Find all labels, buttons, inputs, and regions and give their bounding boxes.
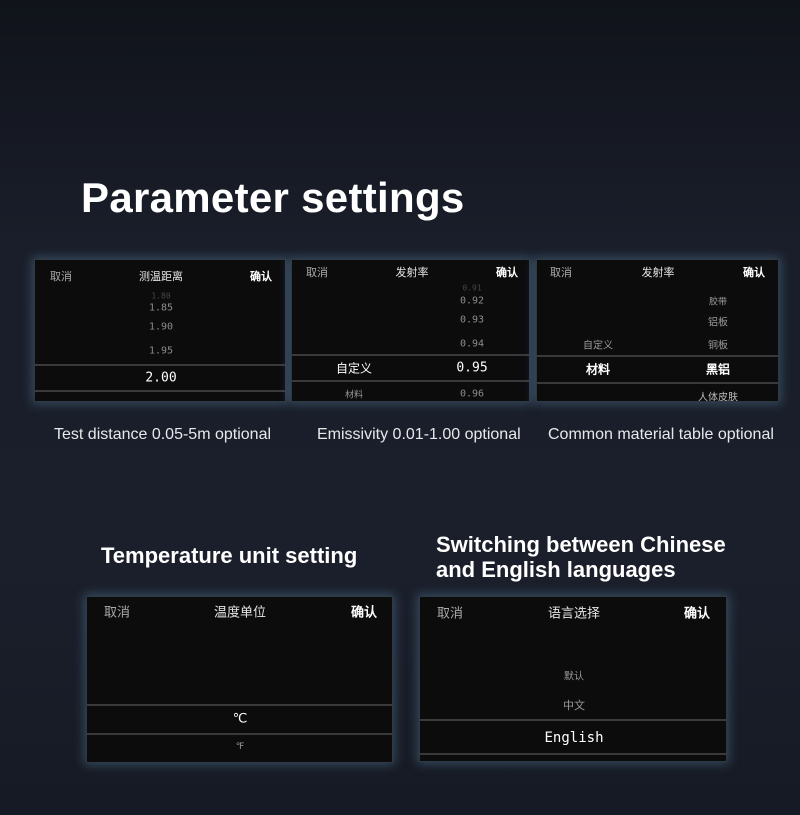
- selection-divider: [537, 382, 778, 384]
- cancel-button[interactable]: 取消: [103, 605, 131, 621]
- material-caption: Common material table optional: [548, 426, 774, 443]
- selection-divider: [292, 354, 529, 356]
- picker-option[interactable]: 1.85: [148, 302, 174, 314]
- cancel-button[interactable]: 取消: [550, 266, 572, 279]
- language-heading-line2: and English languages: [436, 557, 676, 582]
- picker-option[interactable]: 0.93: [459, 314, 485, 326]
- selection-divider: [420, 719, 726, 721]
- picker-option[interactable]: 0.94: [459, 338, 485, 350]
- cancel-button[interactable]: 取消: [50, 270, 72, 283]
- selection-divider: [35, 364, 285, 366]
- picker-option[interactable]: 胶带: [708, 297, 728, 308]
- material-picker: 取消 发射率 确认 胶带 铝板 自定义 铜板 材料 黑铝 人体皮肤: [536, 259, 779, 402]
- picker-selected[interactable]: 0.95: [456, 360, 488, 376]
- picker-title: 温度单位: [213, 605, 267, 621]
- selection-divider: [87, 733, 392, 735]
- picker-option[interactable]: 0.91: [462, 283, 482, 293]
- selection-divider: [87, 704, 392, 706]
- picker-option[interactable]: 人体皮肤: [698, 392, 738, 402]
- confirm-button[interactable]: 确认: [496, 266, 518, 279]
- mode-selected[interactable]: 自定义: [335, 361, 373, 376]
- distance-caption: Test distance 0.05-5m optional: [54, 426, 272, 443]
- picker-selected[interactable]: 黑铝: [705, 362, 731, 377]
- selection-divider: [292, 380, 529, 382]
- picker-option[interactable]: 铜板: [708, 340, 728, 352]
- picker-selected[interactable]: 2.00: [145, 370, 177, 386]
- language-heading: Switching between Chinese and English la…: [436, 532, 726, 582]
- confirm-button[interactable]: 确认: [743, 266, 765, 279]
- picker-title: 发射率: [641, 266, 675, 279]
- picker-selected[interactable]: ℃: [232, 711, 248, 727]
- picker-option[interactable]: 1.90: [148, 321, 174, 333]
- picker-option[interactable]: 1.95: [148, 345, 174, 357]
- mode-selected[interactable]: 材料: [585, 362, 611, 377]
- picker-selected[interactable]: English: [544, 730, 604, 746]
- selection-divider: [537, 355, 778, 357]
- picker-title: 语言选择: [547, 606, 601, 622]
- picker-option[interactable]: 0.96: [459, 388, 485, 400]
- cancel-button[interactable]: 取消: [306, 266, 328, 279]
- emissivity-caption: Emissivity 0.01-1.00 optional: [317, 426, 521, 443]
- picker-title: 测温距离: [139, 270, 183, 283]
- picker-option[interactable]: 中文: [563, 699, 585, 712]
- mode-option[interactable]: 材料: [344, 390, 364, 401]
- confirm-button[interactable]: 确认: [250, 270, 272, 283]
- picker-option[interactable]: 1.80: [151, 291, 171, 301]
- confirm-button[interactable]: 确认: [350, 605, 378, 621]
- emissivity-picker: 取消 发射率 确认 0.91 0.92 0.93 0.94 自定义 0.95 材…: [291, 259, 530, 402]
- mode-option[interactable]: 自定义: [583, 340, 613, 352]
- distance-picker: 取消 测温距离 确认 1.80 1.85 1.90 1.95 2.00: [34, 259, 286, 402]
- picker-option[interactable]: 0.92: [459, 295, 485, 307]
- selection-divider: [420, 753, 726, 755]
- picker-option[interactable]: 默认: [564, 671, 584, 683]
- confirm-button[interactable]: 确认: [683, 606, 711, 622]
- page-title: Parameter settings: [81, 174, 465, 221]
- cancel-button[interactable]: 取消: [436, 606, 464, 622]
- language-heading-line1: Switching between Chinese: [436, 532, 726, 557]
- picker-title: 发射率: [395, 266, 429, 279]
- unit-picker: 取消 温度单位 确认 ℃ ℉: [86, 596, 393, 763]
- selection-divider: [35, 390, 285, 392]
- unit-heading: Temperature unit setting: [101, 543, 358, 568]
- picker-option[interactable]: 铝板: [708, 317, 728, 329]
- language-picker: 取消 语言选择 确认 默认 中文 English: [419, 596, 727, 762]
- picker-option[interactable]: ℉: [235, 742, 245, 752]
